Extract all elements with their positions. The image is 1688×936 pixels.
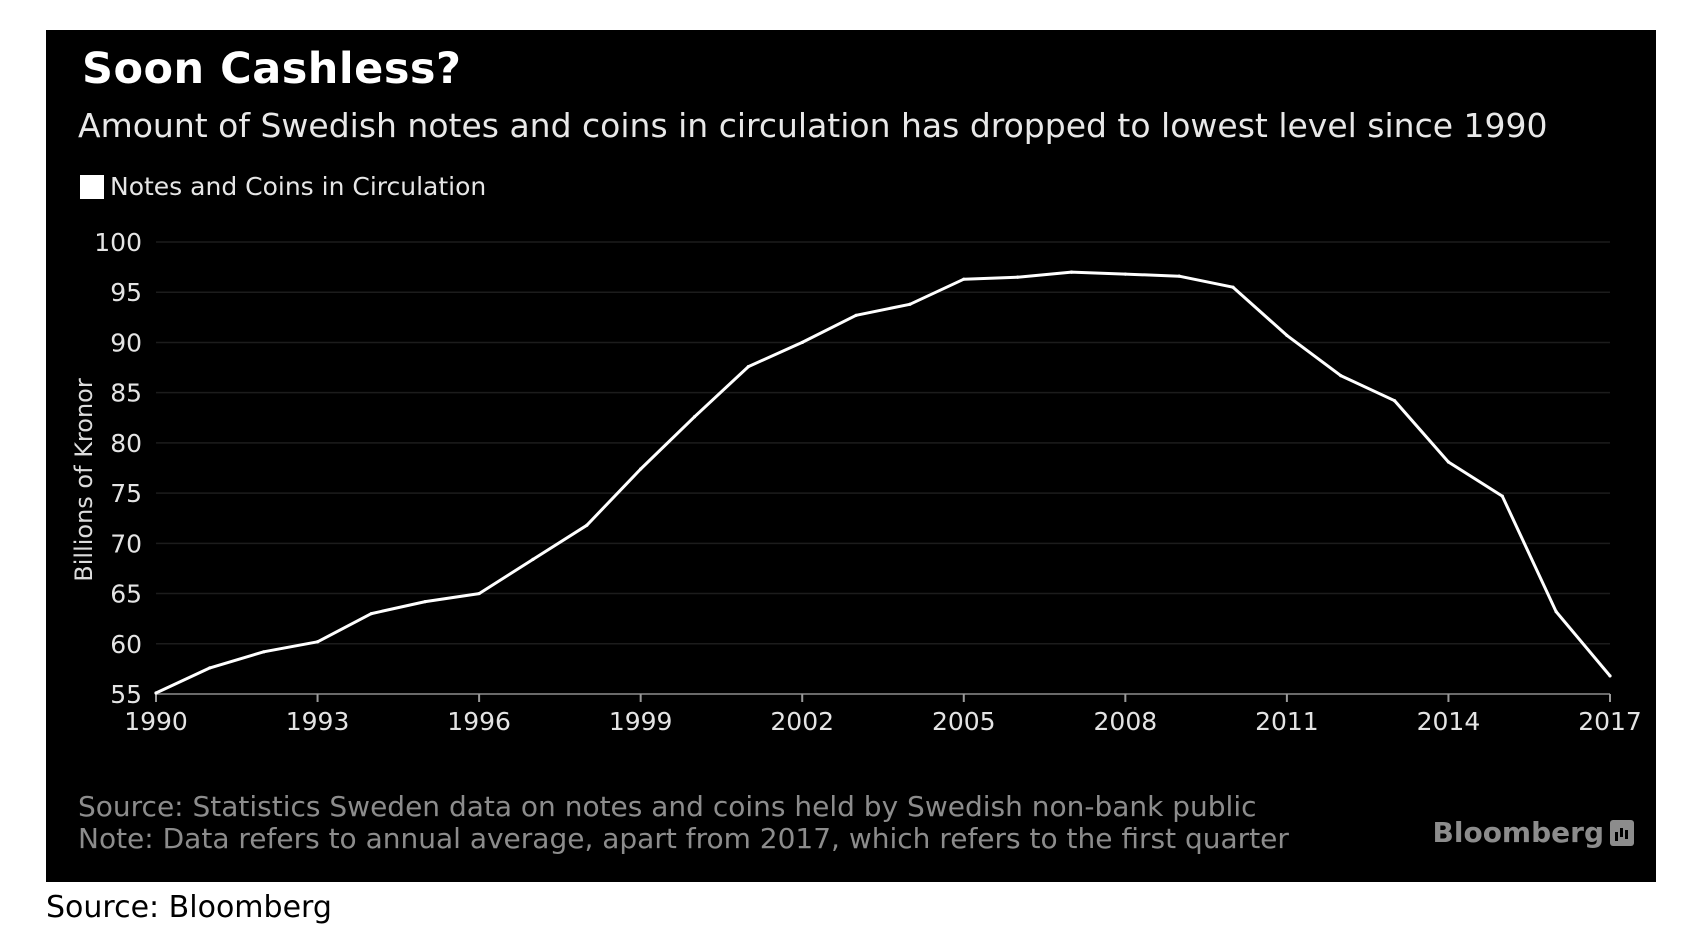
x-tick-label: 2008 (1094, 707, 1158, 736)
chart-panel: Soon Cashless? Amount of Swedish notes a… (46, 30, 1656, 882)
legend-label: Notes and Coins in Circulation (110, 172, 487, 201)
data-point (746, 364, 750, 369)
x-tick-label: 2014 (1417, 707, 1481, 736)
x-tick-label: 2017 (1578, 707, 1642, 736)
y-tick-label: 60 (110, 630, 142, 659)
y-tick-label: 90 (110, 328, 142, 357)
data-point (1554, 610, 1558, 614)
bloomberg-terminal-icon (1610, 819, 1634, 846)
y-tick-label: 80 (110, 429, 142, 458)
x-tick-label: 2011 (1255, 707, 1319, 736)
y-tick-label: 65 (110, 580, 142, 609)
x-tick-label: 1990 (124, 707, 188, 736)
y-tick-label: 55 (110, 680, 142, 709)
data-point (1016, 275, 1020, 279)
x-tick-label: 1999 (609, 707, 673, 736)
data-point (1392, 399, 1397, 403)
data-point (315, 640, 320, 644)
data-point (1231, 285, 1235, 289)
y-tick-label: 75 (110, 479, 142, 508)
data-point (1069, 270, 1074, 274)
legend-swatch (80, 174, 104, 199)
series-layer (154, 270, 1612, 695)
data-point (369, 612, 374, 616)
data-point (800, 340, 804, 345)
x-tick-label: 2002 (770, 707, 834, 736)
data-point (1177, 274, 1181, 278)
y-tick-label: 85 (110, 379, 142, 408)
data-point (854, 313, 858, 317)
line-chart: 100 95 90 85 80 75 70 65 60 55 1990 1993 1996 1999 20… (94, 228, 1642, 736)
data-point (531, 557, 535, 562)
legend: Notes and Coins in Circulation (80, 172, 486, 201)
y-tick-label: 70 (110, 529, 142, 558)
data-point (154, 691, 158, 695)
data-point (585, 523, 589, 527)
data-point (262, 650, 266, 654)
series-line-0 (154, 270, 1612, 695)
chart-title: Soon Cashless? (82, 44, 462, 94)
data-point (908, 302, 912, 306)
y-tick-label: 100 (94, 228, 142, 257)
chart-subtitle: Amount of Swedish notes and coins in cir… (78, 106, 1548, 145)
data-point (1123, 272, 1127, 276)
x-tick-label: 1996 (447, 707, 511, 736)
brand-logo: Bloomberg (1433, 816, 1634, 849)
grid-lines (156, 241, 1610, 695)
y-axis-label: Billions of Kronor (70, 378, 98, 582)
y-tick-labels: 100 95 90 85 80 75 70 65 60 55 (94, 228, 142, 709)
data-point (639, 467, 643, 471)
x-tick-label: 1993 (286, 707, 350, 736)
data-point (1285, 333, 1289, 338)
data-point (1446, 460, 1451, 464)
data-point (1500, 494, 1504, 498)
x-tick-labels: 1990 1993 1996 1999 2002 2005 2008 2011 2014 2017 (124, 694, 1642, 736)
data-point (477, 591, 481, 596)
data-point (962, 277, 966, 281)
data-point (1608, 674, 1612, 678)
data-point (1339, 373, 1343, 378)
data-point (208, 666, 212, 670)
x-tick-label: 2005 (932, 707, 996, 736)
figure-caption: Source: Bloomberg (46, 890, 332, 925)
y-tick-label: 95 (110, 278, 142, 307)
data-point (423, 599, 427, 604)
data-note: Note: Data refers to annual average, apa… (78, 822, 1289, 855)
brand-name: Bloomberg (1432, 816, 1604, 849)
source-note: Source: Statistics Sweden data on notes … (78, 790, 1257, 823)
data-point (692, 415, 697, 419)
